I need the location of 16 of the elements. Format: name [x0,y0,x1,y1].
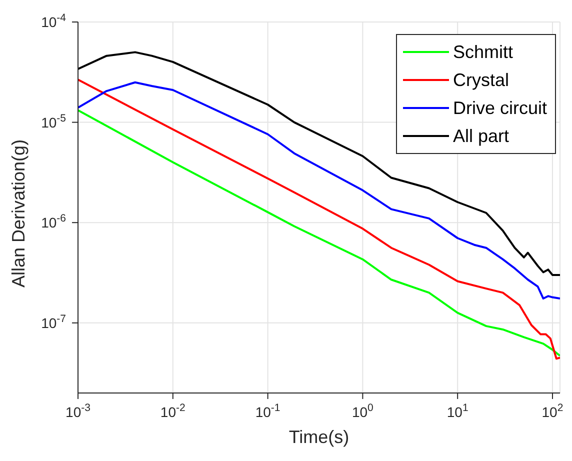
x-tick-label: 10$^{2}$ [542,402,564,420]
x-tick-label: 10$^{1}$ [446,402,468,420]
x-tick-label: 10$^{-2}$ [160,402,186,420]
legend-label: Drive circuit [452,97,547,120]
y-tick-label: 10$^{-5}$ [41,112,66,130]
y-tick-label: 10$^{-4}$ [41,12,66,30]
x-tick-label: 10$^{-1}$ [255,402,280,420]
x-axis-title: Time(s) [288,427,350,447]
legend-label: Schmitt [452,41,513,64]
legend-label: Crystal [452,69,509,92]
x-tick-label: 10$^{0}$ [352,402,374,420]
legend-label: All part [452,125,510,148]
y-tick-label: 10$^{-7}$ [41,312,66,331]
y-tick-label: 10$^{-6}$ [41,212,66,231]
x-tick-label: 10$^{-3}$ [66,402,91,420]
y-axis-title: Allan Derivation(g) [8,139,28,288]
